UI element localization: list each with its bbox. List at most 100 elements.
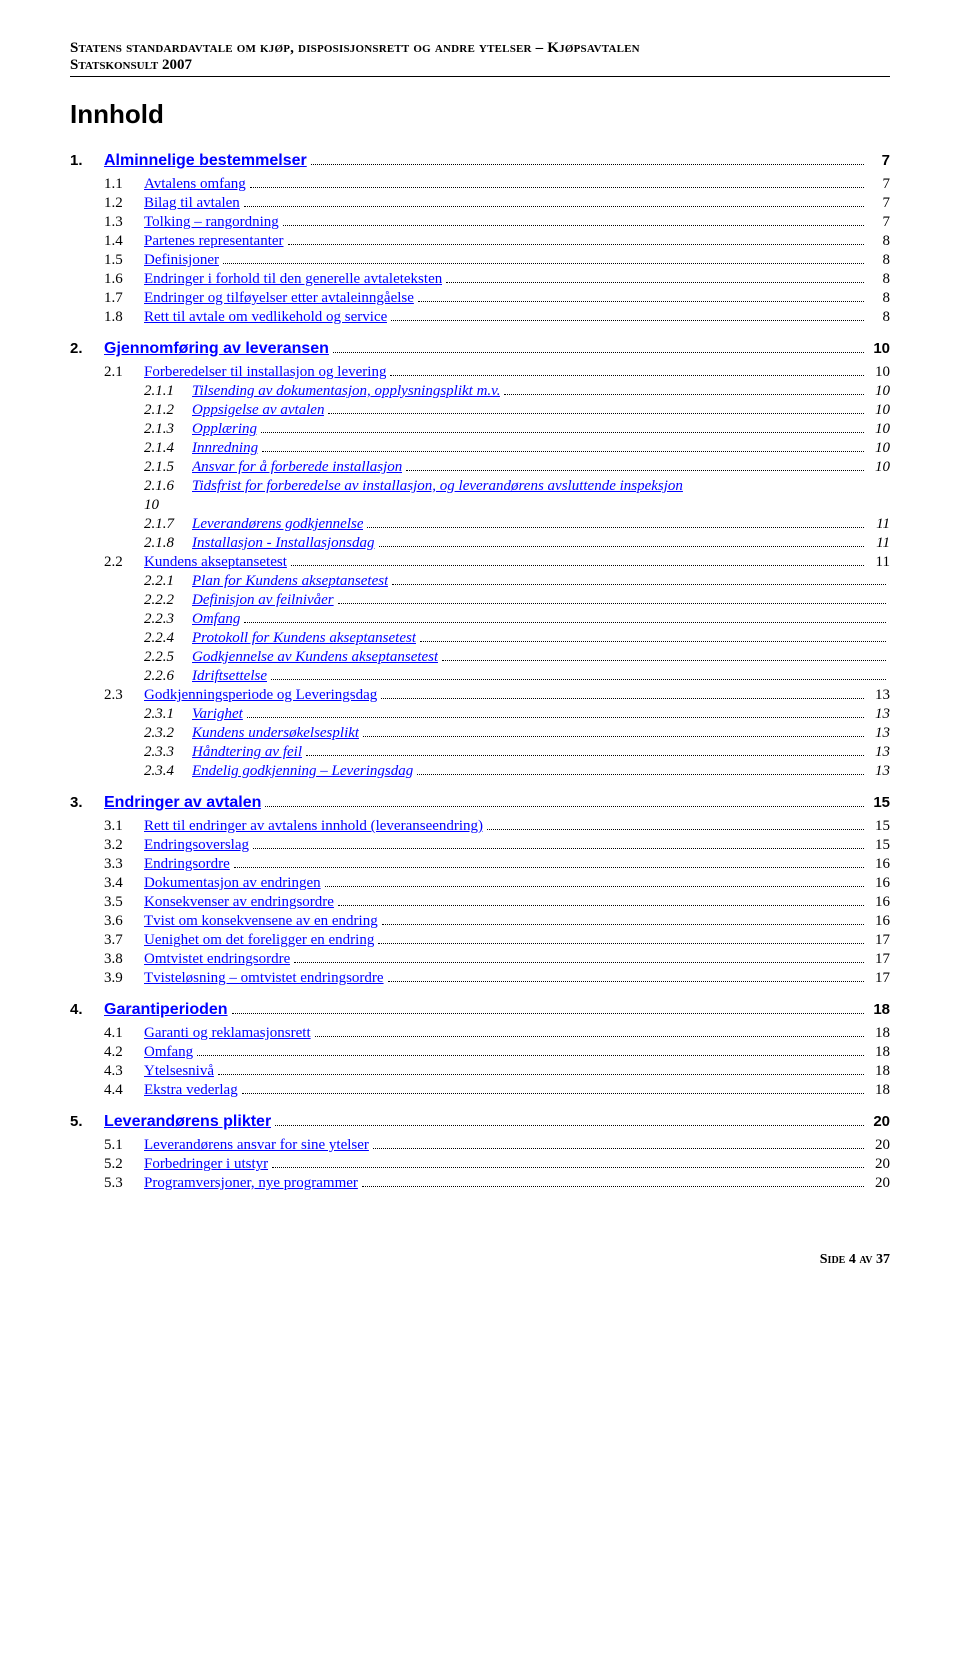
toc-leader (504, 383, 864, 395)
toc-leader (250, 176, 864, 188)
toc-link[interactable]: Tidsfrist for forberedelse av installasj… (192, 478, 683, 494)
toc-link[interactable]: Håndtering av feil (192, 744, 302, 760)
toc-page: 16 (868, 875, 890, 892)
toc-leader (362, 1175, 864, 1187)
toc-entry: 2.1.3Opplæring10 (70, 421, 890, 438)
toc-entry: 2.1.6Tidsfrist for forberedelse av insta… (70, 478, 890, 495)
toc-link[interactable]: Leverandørens godkjennelse (192, 516, 363, 532)
toc-link[interactable]: Innredning (192, 440, 258, 456)
toc-link[interactable]: Rett til avtale om vedlikehold og servic… (144, 309, 387, 325)
toc-link[interactable]: Konsekvenser av endringsordre (144, 894, 334, 910)
toc-entry: 3.3Endringsordre16 (70, 856, 890, 873)
toc-link[interactable]: Garanti og reklamasjonsrett (144, 1025, 311, 1041)
toc-text: Definisjon av feilnivåer (192, 592, 334, 609)
toc-leader (418, 290, 864, 302)
toc-link[interactable]: Rett til endringer av avtalens innhold (… (144, 818, 483, 834)
toc-link[interactable]: Avtalens omfang (144, 176, 246, 192)
toc-link[interactable]: Ytelsesnivå (144, 1063, 214, 1079)
toc-leader (232, 1002, 864, 1014)
toc-text: Endringer og tilføyelser etter avtaleinn… (144, 290, 414, 307)
toc-link[interactable]: Kundens akseptansetest (144, 554, 287, 570)
toc-link[interactable]: Endringer og tilføyelser etter avtaleinn… (144, 290, 414, 306)
toc-text: Håndtering av feil (192, 744, 302, 761)
toc-page: 7 (868, 195, 890, 212)
toc-number: 3.9 (104, 970, 144, 987)
toc-link[interactable]: Protokoll for Kundens akseptansetest (192, 630, 416, 646)
toc-link[interactable]: Forbedringer i utstyr (144, 1156, 268, 1172)
toc-link[interactable]: Oppsigelse av avtalen (192, 402, 324, 418)
toc-entry: 5.3Programversjoner, nye programmer20 (70, 1175, 890, 1192)
toc-link[interactable]: Endringer i forhold til den generelle av… (144, 271, 442, 287)
toc-link[interactable]: Definisjon av feilnivåer (192, 592, 334, 608)
toc-leader (315, 1025, 864, 1037)
toc-entry: 3.6Tvist om konsekvensene av en endring1… (70, 913, 890, 930)
toc-link[interactable]: Omfang (192, 611, 240, 627)
toc-link[interactable]: Endringer av avtalen (104, 794, 261, 811)
toc-link[interactable]: Varighet (192, 706, 243, 722)
toc-link[interactable]: Godkjennelse av Kundens akseptansetest (192, 649, 438, 665)
toc-number: 2.3.3 (144, 744, 192, 761)
toc-link[interactable]: Definisjoner (144, 252, 219, 268)
toc-text: Varighet (192, 706, 243, 723)
toc-number: 3.7 (104, 932, 144, 949)
toc-link[interactable]: Endringsordre (144, 856, 230, 872)
toc-number: 3.6 (104, 913, 144, 930)
toc-text: Leverandørens plikter (104, 1113, 271, 1131)
toc-link[interactable]: Ansvar for å forberede installasjon (192, 459, 402, 475)
toc-link[interactable]: Installasjon - Installasjonsdag (192, 535, 375, 551)
toc-link[interactable]: Tvist om konsekvensene av en endring (144, 913, 378, 929)
toc-link[interactable]: Leverandørens ansvar for sine ytelser (144, 1137, 369, 1153)
toc-link[interactable]: Garantiperioden (104, 1001, 228, 1018)
toc-leader (363, 725, 864, 737)
toc-link[interactable]: Idriftsettelse (192, 668, 267, 684)
toc-page: 17 (868, 932, 890, 949)
toc-link[interactable]: Bilag til avtalen (144, 195, 240, 211)
toc-entry: 4.Garantiperioden18 (70, 1001, 890, 1019)
toc-link[interactable]: Endelig godkjenning – Leveringsdag (192, 763, 413, 779)
toc-link[interactable]: Programversjoner, nye programmer (144, 1175, 358, 1191)
toc-leader (262, 440, 864, 452)
toc-number: 3.3 (104, 856, 144, 873)
toc-link[interactable]: Tolking – rangordning (144, 214, 279, 230)
toc-link[interactable]: Uenighet om det foreligger en endring (144, 932, 374, 948)
toc-page: 13 (868, 687, 890, 704)
toc-link[interactable]: Partenes representanter (144, 233, 284, 249)
toc-link[interactable]: Leverandørens plikter (104, 1113, 271, 1130)
toc-link[interactable]: Kundens undersøkelsesplikt (192, 725, 359, 741)
toc-entry: 2.1Forberedelser til installasjon og lev… (70, 364, 890, 381)
toc-number: 4.1 (104, 1025, 144, 1042)
header-line-1: Statens standardavtale om kjøp, disposis… (70, 40, 890, 57)
toc-entry: 3.7Uenighet om det foreligger en endring… (70, 932, 890, 949)
toc-number: 4.2 (104, 1044, 144, 1061)
toc-link[interactable]: Opplæring (192, 421, 257, 437)
toc-text: Gjennomføring av leveransen (104, 340, 329, 358)
toc-link[interactable]: Forberedelser til installasjon og leveri… (144, 364, 386, 380)
toc-number: 4. (70, 1001, 104, 1018)
toc-number: 3.2 (104, 837, 144, 854)
toc-link[interactable]: Endringsoverslag (144, 837, 249, 853)
toc-link[interactable]: Ekstra vederlag (144, 1082, 238, 1098)
toc-entry: 2.1.5Ansvar for å forberede installasjon… (70, 459, 890, 476)
toc-number: 2.1.4 (144, 440, 192, 457)
toc-link[interactable]: Tilsending av dokumentasjon, opplysnings… (192, 383, 500, 399)
toc-entry: 5.2Forbedringer i utstyr20 (70, 1156, 890, 1173)
toc-link[interactable]: Omfang (144, 1044, 193, 1060)
toc-entry: 3.2Endringsoverslag15 (70, 837, 890, 854)
toc-link[interactable]: Dokumentasjon av endringen (144, 875, 321, 891)
toc-entry: 2.1.1Tilsending av dokumentasjon, opplys… (70, 383, 890, 400)
toc-entry: 2.2Kundens akseptansetest11 (70, 554, 890, 571)
table-of-contents: 1.Alminnelige bestemmelser71.1Avtalens o… (70, 152, 890, 1192)
toc-link[interactable]: Plan for Kundens akseptansetest (192, 573, 388, 589)
toc-link[interactable]: Tvisteløsning – omtvistet endringsordre (144, 970, 384, 986)
toc-text: Avtalens omfang (144, 176, 246, 193)
toc-text: Programversjoner, nye programmer (144, 1175, 358, 1192)
toc-entry: 2.1.8Installasjon - Installasjonsdag11 (70, 535, 890, 552)
toc-link[interactable]: Gjennomføring av leveransen (104, 340, 329, 357)
toc-link[interactable]: Omtvistet endringsordre (144, 951, 290, 967)
toc-link[interactable]: Alminnelige bestemmelser (104, 152, 307, 169)
toc-text: Definisjoner (144, 252, 219, 269)
toc-leader (311, 153, 864, 165)
toc-link[interactable]: Godkjenningsperiode og Leveringsdag (144, 687, 377, 703)
toc-entry: 2.2.1Plan for Kundens akseptansetest (70, 573, 890, 590)
toc-text: Uenighet om det foreligger en endring (144, 932, 374, 949)
